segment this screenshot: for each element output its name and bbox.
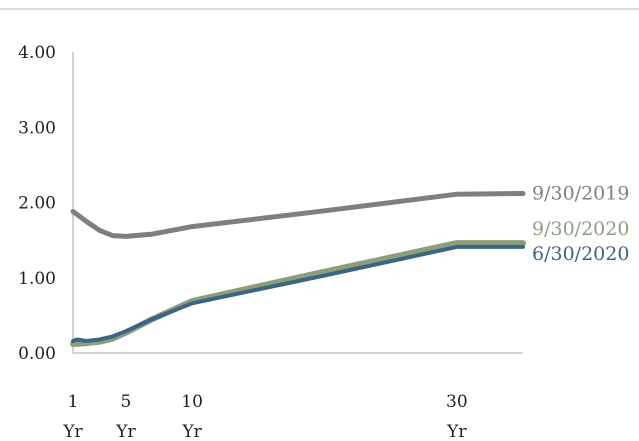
axes: 0.00 1.00 2.00 3.00 4.00 1 Yr 5 Yr 10 Yr 30 Yr: [18, 43, 523, 441]
y-tick-label: 0.00: [18, 344, 56, 364]
series-line: [70, 240, 526, 347]
series-line: [71, 244, 525, 343]
series-label: 9/30/2019: [532, 182, 629, 204]
series-label: 9/30/2020: [532, 218, 629, 240]
series-label: 6/30/2020: [532, 243, 629, 265]
x-tick-label: 5: [121, 392, 132, 412]
series-labels: 9/30/2019 9/30/2020 6/30/2020: [532, 182, 629, 264]
x-tick-label: 10: [181, 392, 203, 412]
series-lines: [70, 191, 526, 347]
y-tick-label: 4.00: [18, 43, 56, 63]
x-tick-label: 30: [446, 392, 468, 412]
x-tick-unit-label: Yr: [446, 422, 467, 441]
y-tick-label: 3.00: [18, 118, 56, 138]
x-tick-label: 1: [68, 392, 79, 412]
x-tick-unit-label: Yr: [62, 422, 83, 441]
x-tick-unit-label: Yr: [181, 422, 202, 441]
y-tick-label: 1.00: [18, 269, 56, 289]
x-tick-unit-label: Yr: [115, 422, 136, 441]
y-tick-label: 2.00: [18, 194, 56, 214]
series-line: [70, 191, 526, 239]
